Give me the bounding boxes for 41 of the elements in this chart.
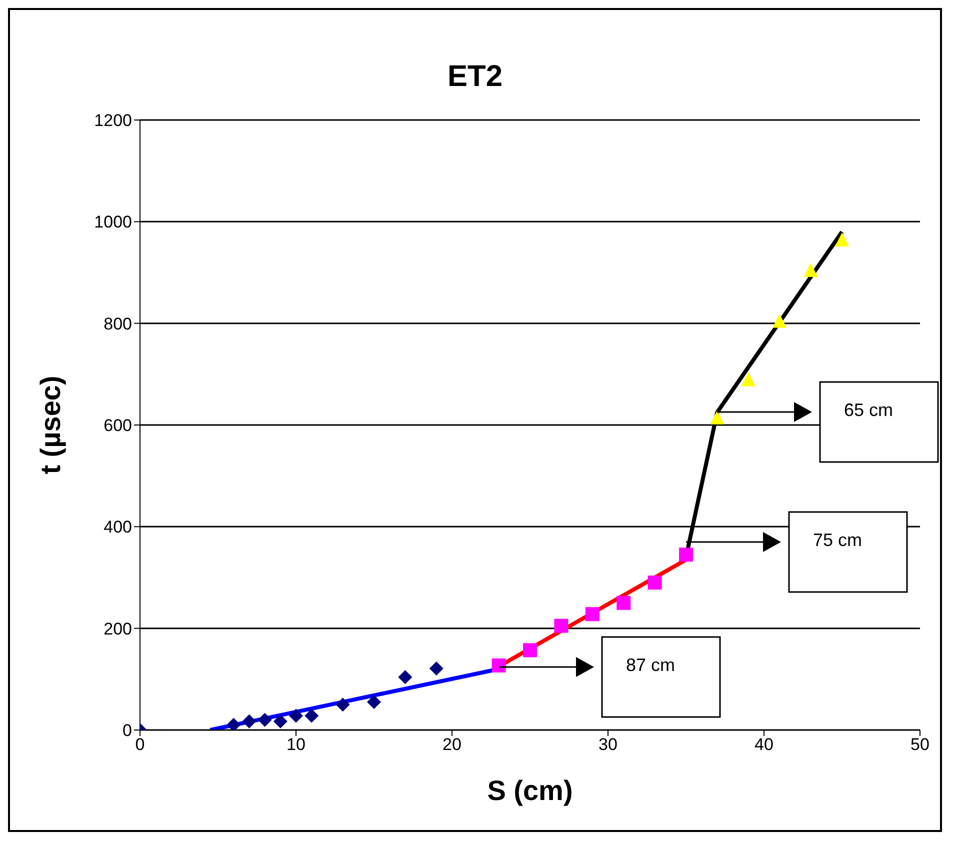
annotation: 87 cm [626,655,676,675]
point [273,714,288,728]
x-tick-label: 40 [754,735,774,754]
point [772,314,787,328]
x-axis-title: S (cm) [487,775,573,806]
y-tick-label: 200 [104,619,132,638]
point [585,607,600,622]
y-tick-label: 1200 [94,111,132,130]
point [398,670,412,684]
point [367,695,381,710]
point [304,708,319,723]
y-tick-label: 600 [104,416,132,436]
point [429,661,444,676]
y-axis-title: t (µsec) [34,376,66,474]
point [835,232,849,246]
y-tick-label: 0 [122,721,132,740]
point [242,714,256,728]
point [289,708,303,723]
point [226,718,241,730]
annotation: 65 cm [844,400,894,420]
point [679,548,693,562]
point [648,576,662,590]
x-tick-label: 10 [286,735,306,754]
y-tick-label: 800 [104,314,132,334]
point [336,698,350,712]
point [710,410,724,424]
point [492,658,506,672]
point [616,596,631,610]
x-tick-label: 0 [135,735,145,754]
y-tick-label: 1000 [94,212,132,232]
point [804,262,818,277]
point [554,618,568,633]
point [741,372,756,386]
y-tick-label: 400 [104,518,132,537]
x-tick-label: 30 [598,735,618,754]
chart-title: ET2 [446,59,504,95]
x-tick-label: 20 [442,735,462,754]
point [523,643,537,658]
x-tick-label: 50 [910,735,930,754]
point [258,712,272,727]
annotation: 75 cm [813,530,862,550]
